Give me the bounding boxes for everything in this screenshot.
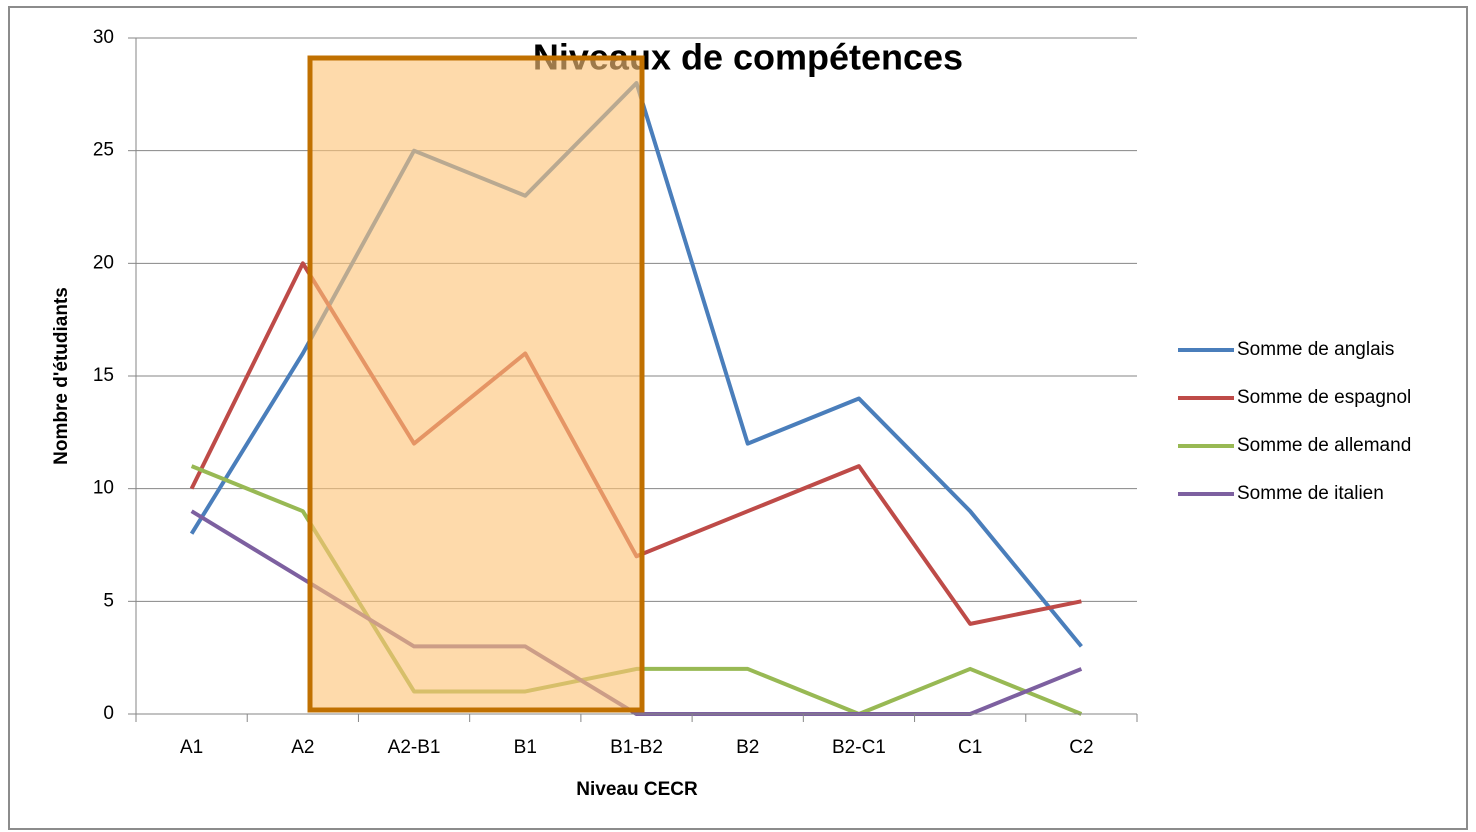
- y-axis-label: Nombre d'étudiants: [51, 287, 72, 465]
- legend-label: Somme de italien: [1237, 483, 1384, 504]
- y-tick-label: 10: [93, 478, 114, 499]
- y-tick-label: 0: [103, 703, 114, 724]
- y-tick-label: 5: [103, 590, 114, 611]
- x-tick-label: B1-B2: [610, 737, 663, 758]
- legend-label: Somme de anglais: [1237, 339, 1394, 360]
- x-tick-label: B2-C1: [832, 737, 886, 758]
- x-tick-label: A2-B1: [388, 737, 441, 758]
- y-tick-label: 30: [93, 27, 114, 48]
- x-tick-label: A1: [180, 737, 203, 758]
- x-tick-label: B1: [514, 737, 537, 758]
- legend-label: Somme de espagnol: [1237, 387, 1411, 408]
- legend-label: Somme de allemand: [1237, 435, 1411, 456]
- highlight-box: [307, 55, 645, 713]
- x-tick-label: C1: [958, 737, 982, 758]
- axes: 0 5 10 15 20 25 30 A1 A2 A2-B1 B1 B1-B2 B2 B2-C1 C1 C2: [93, 27, 1138, 758]
- x-tick-label: B2: [736, 737, 759, 758]
- y-tick-label: 20: [93, 252, 114, 273]
- y-tick-label: 15: [93, 365, 114, 386]
- x-axis-label: Niveau CECR: [576, 779, 698, 800]
- x-tick-label: C2: [1069, 737, 1093, 758]
- x-tick-label: A2: [291, 737, 314, 758]
- y-tick-label: 25: [93, 140, 114, 161]
